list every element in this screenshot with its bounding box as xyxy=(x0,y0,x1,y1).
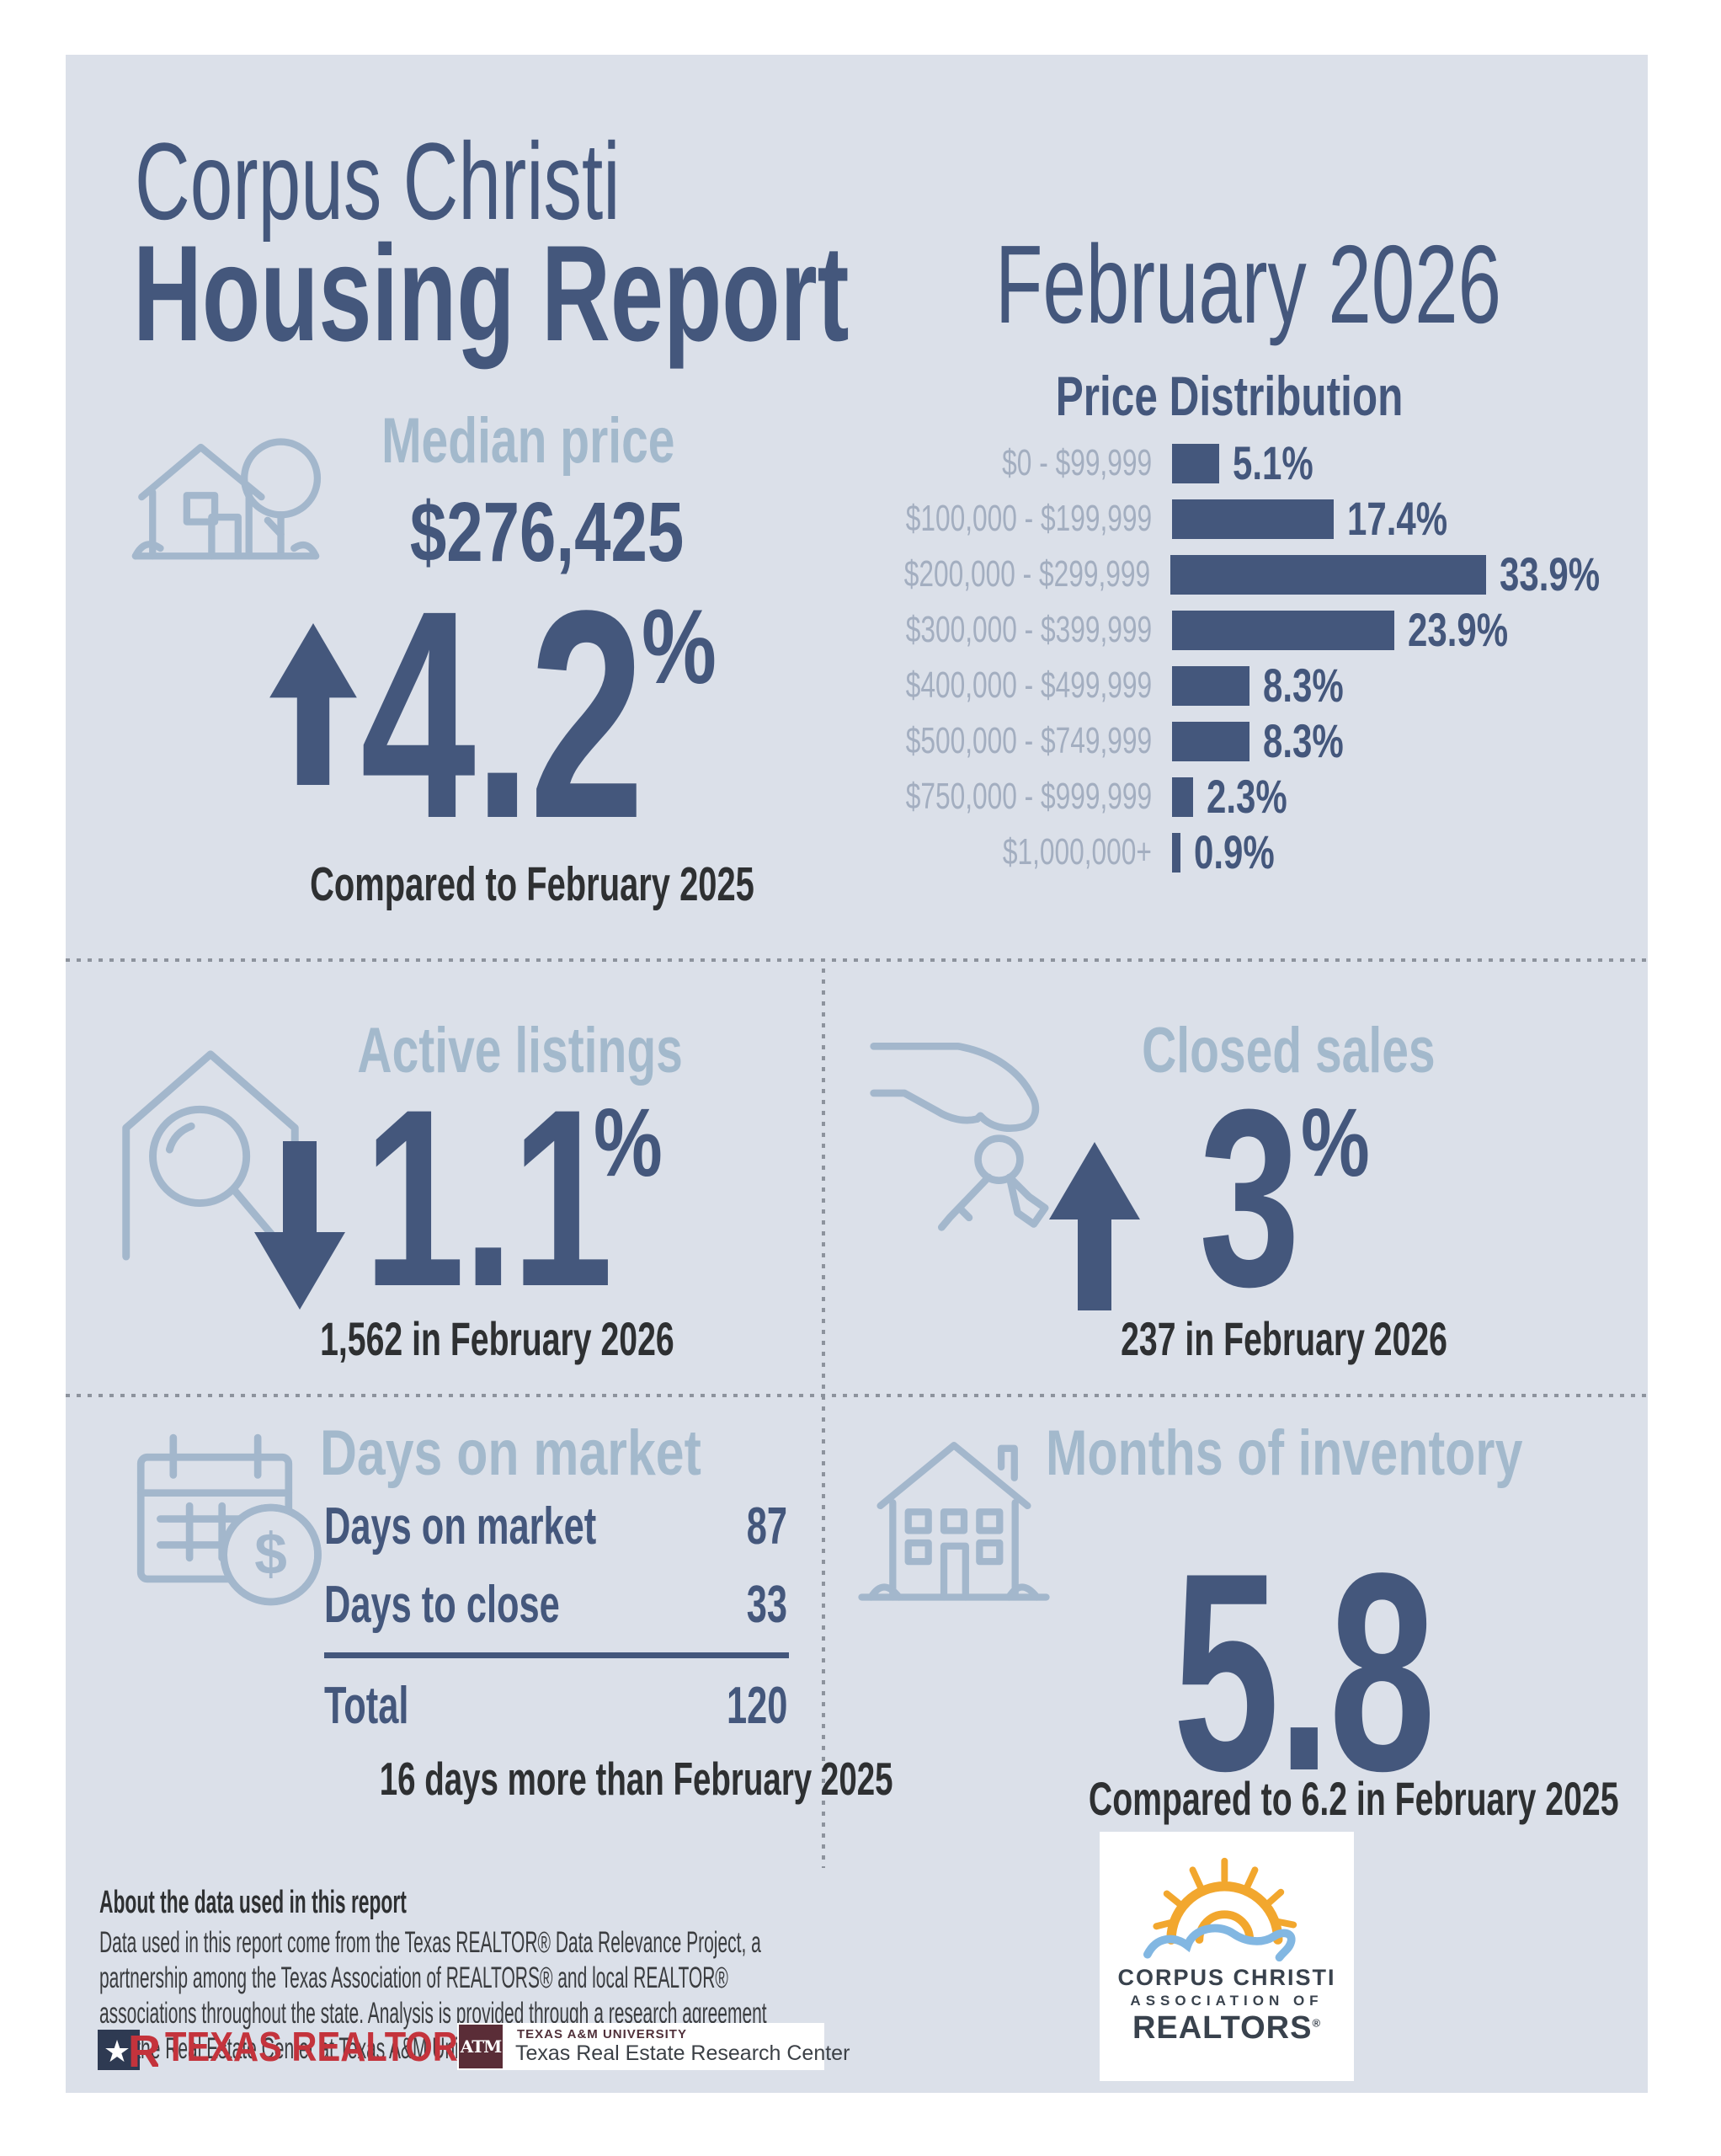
ccar-name-line2: ASSOCIATION OF xyxy=(1130,1993,1324,2009)
median-price-heading: Median price xyxy=(381,405,675,477)
chart-row: $300,000 - $399,999 23.9% xyxy=(791,602,1633,658)
chart-bar xyxy=(1172,721,1249,761)
chart-bar xyxy=(1172,610,1395,650)
days-on-market-row-value: 87 xyxy=(746,1497,787,1556)
chart-bar xyxy=(1172,665,1249,706)
chart-bar xyxy=(1172,776,1194,817)
report-period: February 2026 xyxy=(995,222,1501,346)
up-arrow-icon xyxy=(1049,1142,1140,1310)
closed-sales-change-unit: % xyxy=(1301,1089,1370,1197)
chart-category-label: $200,000 - $299,999 xyxy=(903,553,1151,595)
active-listings-change-unit: % xyxy=(594,1089,663,1197)
closed-sales-heading: Closed sales xyxy=(1141,1015,1436,1086)
chart-row: $750,000 - $999,999 2.3% xyxy=(791,769,1633,825)
tamu-monogram-icon: ATM xyxy=(459,2025,503,2068)
chart-category-label: $750,000 - $999,999 xyxy=(905,776,1152,817)
page-title-line2: Housing Report xyxy=(133,217,850,370)
ccar-logo-card: CORPUS CHRISTI ASSOCIATION OF REALTORS® xyxy=(1100,1832,1354,2081)
closed-sales-change: 3 xyxy=(1199,1056,1300,1339)
report-background-panel xyxy=(66,55,1648,2093)
price-distribution-chart: $0 - $99,999 5.1% $100,000 - $199,999 17.4%… xyxy=(791,435,1633,880)
chart-row: $400,000 - $499,999 8.3% xyxy=(791,658,1633,713)
svg-text:$: $ xyxy=(254,1521,287,1587)
chart-row: $500,000 - $749,999 8.3% xyxy=(791,713,1633,769)
chart-category-label: $1,000,000+ xyxy=(1002,831,1152,873)
chart-value-label: 8.3% xyxy=(1262,659,1344,712)
days-total-label: Total xyxy=(324,1677,409,1735)
chart-value-label: 0.9% xyxy=(1194,825,1275,878)
chart-category-label: $500,000 - $749,999 xyxy=(905,720,1152,761)
down-arrow-icon xyxy=(254,1141,345,1310)
page-title-line1: Corpus Christi xyxy=(135,120,621,243)
chart-value-label: 33.9% xyxy=(1500,547,1601,600)
chart-row: $1,000,000+ 0.9% xyxy=(791,825,1633,880)
texas-realtors-mark-letter: R xyxy=(128,2026,158,2072)
chart-category-label: $0 - $99,999 xyxy=(1002,442,1152,483)
chart-category-label: $100,000 - $199,999 xyxy=(905,498,1152,539)
months-of-inventory-caption: Compared to 6.2 in February 2025 xyxy=(1088,1772,1619,1825)
chart-bar xyxy=(1172,443,1220,483)
active-listings-heading: Active listings xyxy=(357,1015,683,1086)
chart-value-label: 2.3% xyxy=(1207,770,1288,823)
sun-wave-icon xyxy=(1143,1857,1297,1962)
days-table-rule xyxy=(324,1652,789,1658)
chart-bar xyxy=(1172,499,1335,539)
days-total-value: 120 xyxy=(726,1677,787,1735)
horizontal-divider-bottom xyxy=(66,1394,1648,1397)
hand-keys-icon xyxy=(870,1042,1049,1231)
texas-realtors-logo-text: TEXAS REALTORS® xyxy=(165,2027,547,2068)
calendar-dollar-icon: $ xyxy=(136,1433,322,1606)
days-total-row: Total 120 xyxy=(324,1680,787,1732)
days-on-market-row-label: Days on market xyxy=(324,1497,597,1556)
days-on-market-caption: 16 days more than February 2025 xyxy=(379,1753,893,1805)
building-icon xyxy=(858,1442,1050,1601)
median-price-caption: Compared to February 2025 xyxy=(310,857,754,911)
days-to-close-row-value: 33 xyxy=(746,1576,787,1634)
texas-realtors-star-icon: ★ xyxy=(104,2035,131,2069)
days-to-close-row: Days to close 33 xyxy=(324,1579,787,1631)
median-price-value: $276,425 xyxy=(410,485,685,579)
chart-row: $200,000 - $299,999 33.9% xyxy=(791,547,1633,602)
chart-category-label: $300,000 - $399,999 xyxy=(905,609,1152,650)
tamu-logo-block xyxy=(457,2023,824,2070)
days-on-market-heading: Days on market xyxy=(320,1417,701,1489)
chart-category-label: $400,000 - $499,999 xyxy=(905,664,1152,706)
vertical-divider xyxy=(822,969,825,1868)
tamu-university-label: TEXAS A&M UNIVERSITY xyxy=(517,2027,687,2041)
chart-value-label: 8.3% xyxy=(1262,714,1344,767)
chart-value-label: 5.1% xyxy=(1233,436,1314,489)
chart-value-label: 23.9% xyxy=(1408,603,1509,656)
active-listings-change: 1.1 xyxy=(364,1056,613,1339)
ccar-name-line1: CORPUS CHRISTI xyxy=(1117,1965,1336,1990)
days-on-market-row: Days on market 87 xyxy=(324,1501,787,1553)
chart-row: $100,000 - $199,999 17.4% xyxy=(791,491,1633,547)
ccar-name-line3: REALTORS® xyxy=(1132,2010,1322,2046)
months-of-inventory-heading: Months of inventory xyxy=(1046,1417,1523,1489)
up-arrow-icon xyxy=(269,623,357,785)
texas-realtors-logo-icon: ★ R xyxy=(98,2026,158,2072)
about-body: Data used in this report come from the T… xyxy=(99,1926,767,2065)
about-heading: About the data used in this report xyxy=(99,1885,407,1920)
days-to-close-row-label: Days to close xyxy=(324,1576,560,1634)
median-price-change-unit: % xyxy=(642,589,717,706)
tamu-center-label: Texas Real Estate Research Center xyxy=(515,2041,850,2065)
house-tree-icon xyxy=(131,438,322,560)
chart-bar xyxy=(1172,832,1180,873)
registered-mark: ® xyxy=(1312,2016,1322,2030)
chart-value-label: 17.4% xyxy=(1347,492,1448,545)
months-of-inventory-value: 5.8 xyxy=(1172,1514,1436,1829)
median-price-change: 4.2 xyxy=(360,548,645,880)
price-distribution-title: Price Distribution xyxy=(1055,365,1404,427)
chart-row: $0 - $99,999 5.1% xyxy=(791,435,1633,491)
horizontal-divider-top xyxy=(66,958,1648,962)
closed-sales-caption: 237 in February 2026 xyxy=(1121,1312,1447,1365)
active-listings-caption: 1,562 in February 2026 xyxy=(320,1312,674,1365)
chart-bar xyxy=(1170,554,1487,595)
